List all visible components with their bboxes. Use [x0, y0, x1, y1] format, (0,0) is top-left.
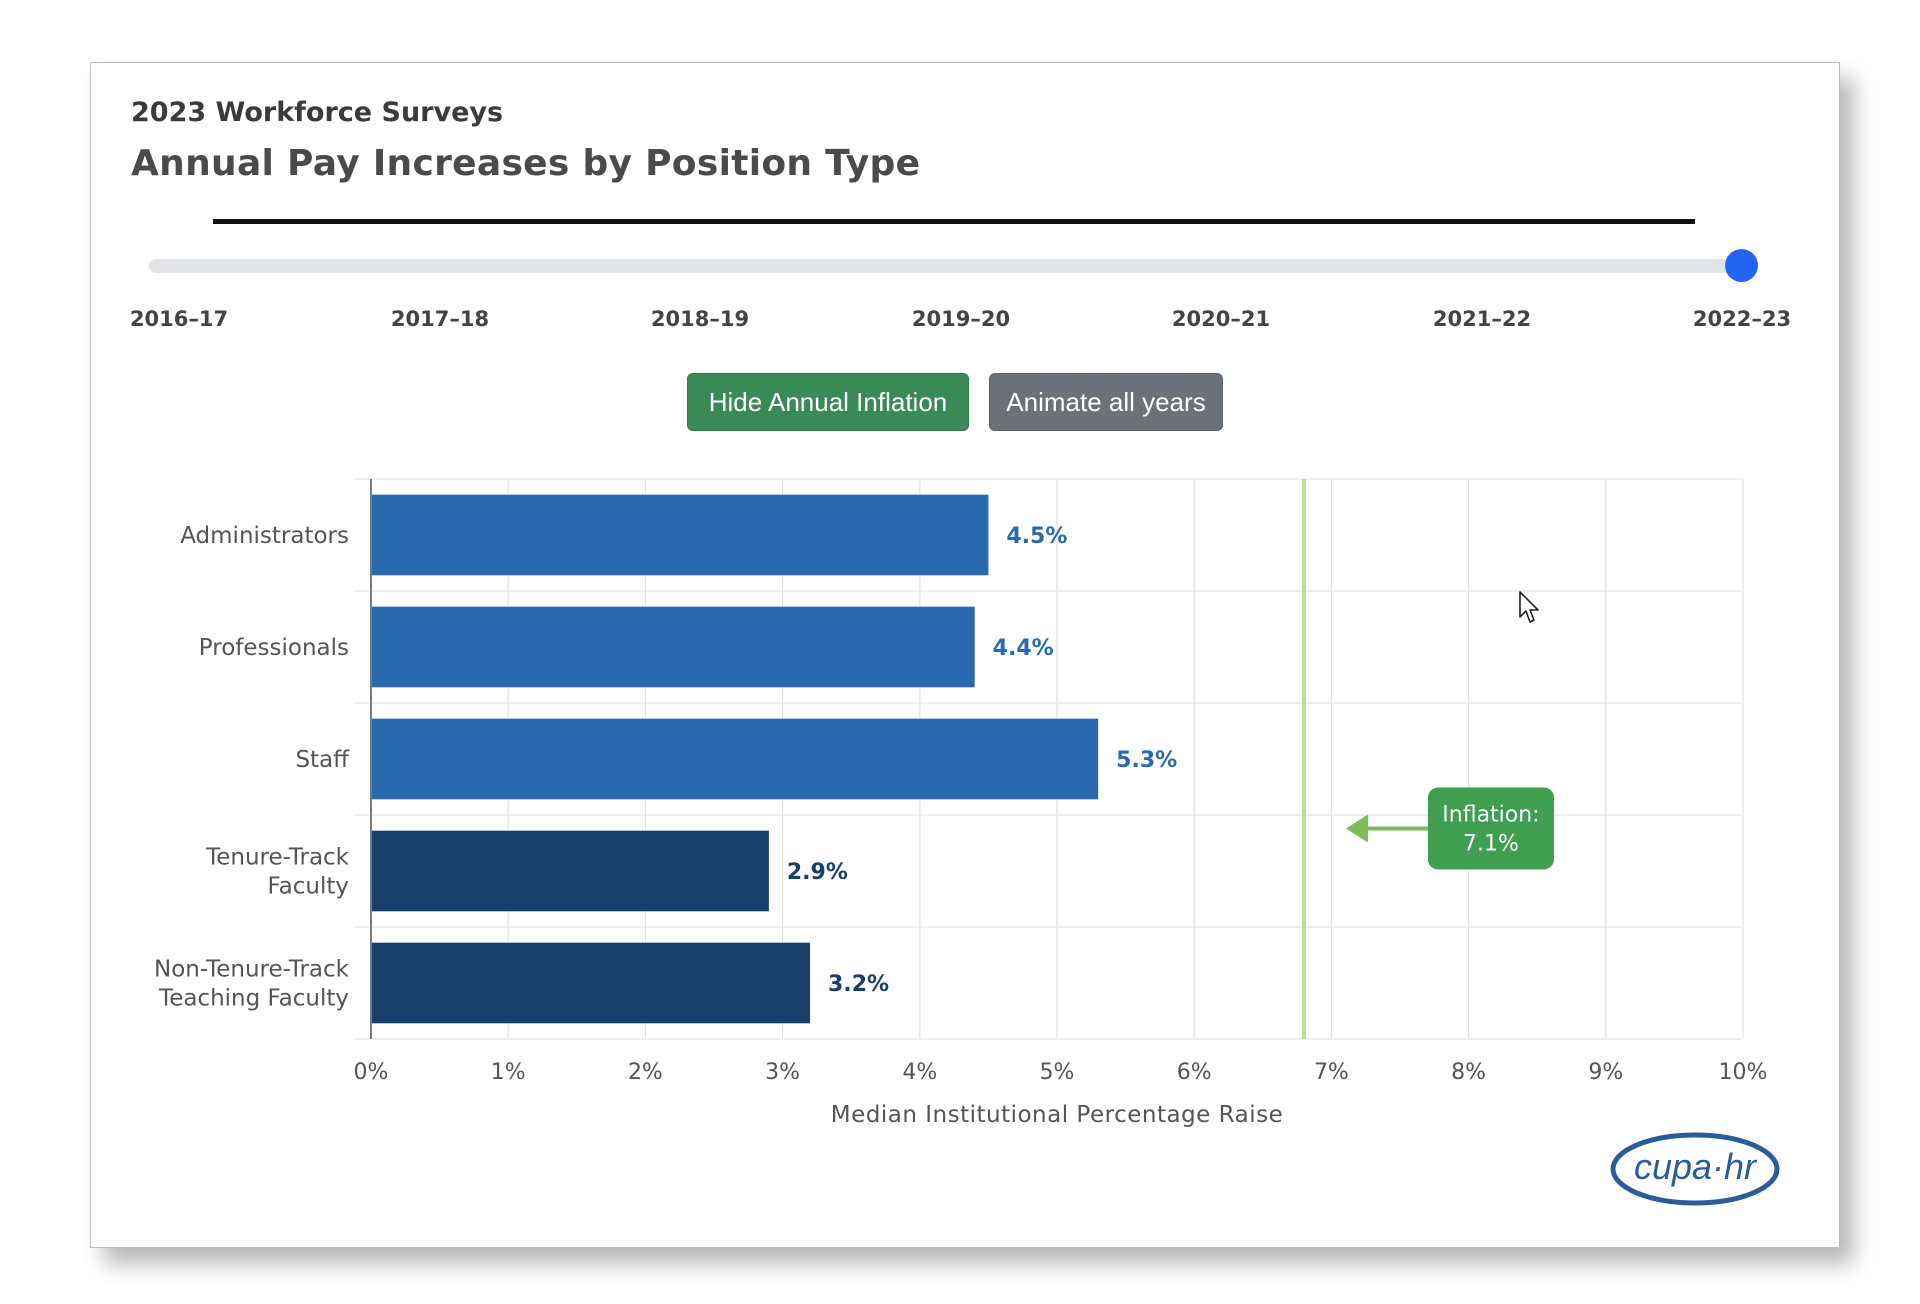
x-tick-label: 10%	[1719, 1060, 1768, 1085]
year-slider-thumb[interactable]	[1725, 249, 1758, 282]
inflation-callout	[1427, 787, 1554, 870]
bar	[372, 942, 811, 1024]
cupa-hr-logo: cupa·hr	[1610, 1132, 1780, 1206]
logo-text: cupa·hr	[1634, 1146, 1758, 1187]
inflation-callout-value: 7.1%	[1463, 831, 1519, 856]
bar-chart: Administrators 4.5% Professionals 4.4% Staff…	[154, 478, 1768, 1128]
value-label: 3.2%	[828, 972, 889, 997]
year-label[interactable]: 2016–17	[129, 307, 229, 331]
chart-card: 2023 Workforce Surveys Annual Pay Increa…	[90, 62, 1840, 1248]
year-slider-track[interactable]	[149, 259, 1749, 273]
x-tick-label: 6%	[1177, 1060, 1212, 1085]
category-label: Non-Tenure-Track Teaching Faculty	[154, 957, 350, 1012]
category-label: Professionals	[199, 635, 349, 661]
animate-years-button[interactable]: Animate all years	[989, 373, 1223, 431]
value-label: 5.3%	[1116, 748, 1177, 773]
value-label: 4.5%	[1006, 524, 1067, 549]
x-tick-label: 8%	[1451, 1060, 1486, 1085]
x-tick-label: 1%	[491, 1060, 526, 1085]
hide-inflation-button[interactable]: Hide Annual Inflation	[687, 373, 969, 431]
x-tick-label: 4%	[902, 1060, 937, 1085]
bar	[372, 494, 989, 576]
mouse-pointer-icon	[1519, 591, 1539, 623]
category-label: Tenure-Track Faculty	[205, 845, 350, 900]
survey-supertitle: 2023 Workforce Surveys	[131, 97, 504, 128]
year-label[interactable]: 2017–18	[390, 307, 490, 331]
year-label[interactable]: 2020–21	[1171, 307, 1271, 331]
x-tick-label: 5%	[1040, 1060, 1075, 1085]
value-label: 2.9%	[787, 860, 848, 885]
x-axis-title: Median Institutional Percentage Raise	[831, 1102, 1283, 1128]
x-tick-label: 0%	[354, 1060, 389, 1085]
bar	[372, 606, 975, 688]
x-tick-label: 2%	[628, 1060, 663, 1085]
x-tick-label: 9%	[1588, 1060, 1623, 1085]
year-label[interactable]: 2018–19	[650, 307, 750, 331]
year-label[interactable]: 2022–23	[1692, 307, 1792, 331]
category-label: Administrators	[180, 523, 349, 549]
value-label: 4.4%	[993, 636, 1054, 661]
title-divider	[213, 219, 1695, 224]
chart-title: Annual Pay Increases by Position Type	[131, 143, 921, 184]
x-tick-label: 7%	[1314, 1060, 1349, 1085]
year-slider-labels: 2016–17 2017–18 2018–19 2019–20 2020–21 …	[91, 307, 1839, 339]
category-label: Staff	[295, 747, 350, 773]
inflation-callout-label: Inflation:	[1442, 802, 1539, 827]
x-tick-label: 3%	[765, 1060, 800, 1085]
year-label[interactable]: 2019–20	[911, 307, 1011, 331]
bar	[372, 718, 1099, 800]
inflation-arrow-head	[1345, 814, 1368, 843]
bar	[372, 830, 769, 912]
year-label[interactable]: 2021–22	[1432, 307, 1532, 331]
